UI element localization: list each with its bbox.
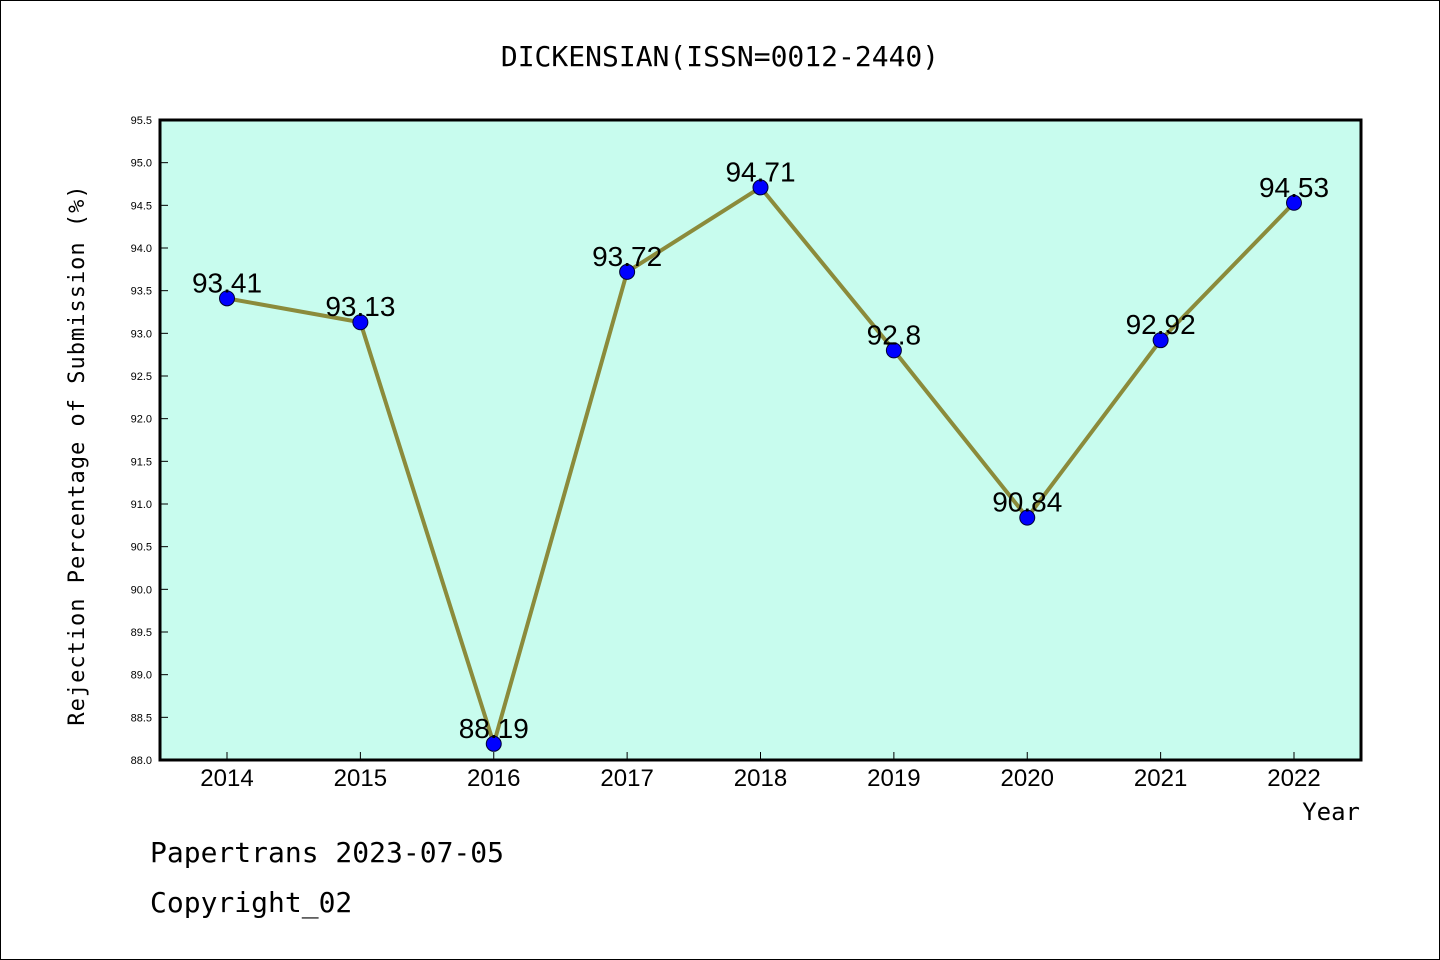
y-tick-label: 89.0	[131, 670, 152, 682]
x-tick-label: 2015	[334, 765, 387, 792]
data-label: 94.71	[725, 156, 795, 187]
data-label: 93.41	[192, 267, 262, 298]
data-label: 90.84	[992, 487, 1062, 518]
data-labels: 93.41 93.13 88.19 93.72 94.71 92.8 90.84 92.92 9…	[192, 156, 1329, 743]
y-axis-ticks: 88.0 88.5 89.0 89.5 90.0 90.5 91.0 91.5 92.0 92.5…	[131, 115, 168, 767]
y-axis-label: Rejection Percentage of Submission (%)	[65, 184, 90, 725]
x-tick-label: 2022	[1267, 765, 1320, 792]
data-point	[1019, 509, 1036, 526]
y-tick-label: 91.5	[131, 456, 152, 468]
y-tick-label: 91.0	[131, 499, 152, 511]
x-axis-label: Year	[1302, 798, 1360, 826]
x-tick-label: 2016	[467, 765, 520, 792]
x-tick-label: 2021	[1134, 765, 1187, 792]
data-label: 92.8	[867, 319, 922, 350]
y-tick-label: 88.0	[131, 755, 152, 767]
chart-title: DICKENSIAN(ISSN=0012-2440)	[501, 40, 939, 73]
data-point	[1286, 194, 1302, 211]
data-point	[485, 735, 502, 752]
x-tick-label: 2017	[600, 765, 653, 792]
plot-area	[158, 118, 1363, 762]
data-point	[352, 314, 369, 331]
x-axis-ticks: 2014 2015 2016 2017 2018 2019 2020 2021 2022	[200, 752, 1321, 792]
data-label: 88.19	[459, 713, 529, 744]
data-label: 93.13	[325, 291, 395, 322]
data-point	[619, 263, 636, 280]
y-tick-label: 90.0	[131, 584, 152, 596]
y-tick-label: 94.5	[131, 200, 152, 212]
y-tick-label: 95.0	[131, 158, 152, 170]
y-tick-label: 93.0	[131, 328, 152, 340]
data-label: 93.72	[592, 241, 662, 272]
y-tick-label: 92.5	[131, 371, 152, 383]
y-tick-label: 92.0	[131, 414, 152, 426]
x-tick-label: 2014	[200, 765, 253, 792]
data-label: 94.53	[1259, 172, 1329, 203]
x-tick-label: 2020	[1001, 765, 1054, 792]
y-tick-label: 95.5	[131, 115, 152, 127]
y-tick-label: 93.5	[131, 286, 152, 298]
x-tick-label: 2018	[734, 765, 787, 792]
data-point	[1152, 332, 1169, 349]
data-point	[219, 290, 235, 307]
y-tick-label: 94.0	[131, 243, 152, 255]
footer-copyright: Copyright_02	[150, 886, 353, 919]
footer-date: Papertrans 2023-07-05	[150, 836, 505, 869]
y-tick-label: 88.5	[131, 712, 152, 724]
x-tick-label: 2019	[867, 765, 920, 792]
y-tick-label: 90.5	[131, 542, 152, 554]
data-label: 92.92	[1126, 309, 1196, 340]
data-point	[885, 342, 902, 359]
series-markers	[219, 179, 1302, 752]
data-point	[752, 179, 769, 196]
y-tick-label: 89.5	[131, 627, 152, 639]
